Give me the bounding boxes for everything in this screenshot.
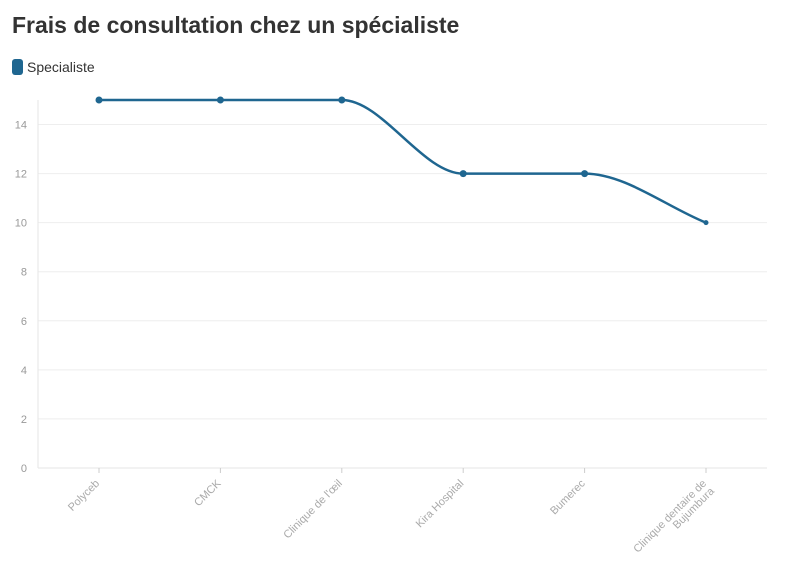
y-tick-label: 12 — [15, 169, 27, 181]
x-tick-label: Clinique dentaire deBujumbura — [631, 477, 717, 563]
y-tick-label: 4 — [21, 365, 27, 377]
y-tick-label: 2 — [21, 414, 27, 426]
data-point[interactable] — [95, 96, 103, 104]
data-point[interactable] — [459, 170, 467, 178]
x-tick-label: Clinique de l'œil — [281, 478, 345, 542]
data-point[interactable] — [216, 96, 224, 104]
y-tick-label: 0 — [21, 463, 27, 475]
legend[interactable]: Specialiste — [12, 59, 95, 75]
y-tick-label: 14 — [15, 120, 27, 132]
x-tick-label: Bumerec — [548, 477, 588, 517]
y-tick-label: 8 — [21, 267, 27, 279]
data-point[interactable] — [581, 170, 589, 178]
data-point[interactable] — [338, 96, 346, 104]
x-tick-label: CMCK — [192, 477, 224, 509]
legend-swatch — [12, 59, 23, 75]
series-line-specialiste — [99, 98, 707, 224]
x-tick-label: Polyceb — [66, 478, 102, 514]
x-tick-label: Kira Hospital — [414, 478, 467, 531]
legend-label: Specialiste — [27, 59, 95, 75]
data-point[interactable] — [703, 220, 709, 226]
y-tick-label: 6 — [21, 316, 27, 328]
y-tick-label: 10 — [15, 218, 27, 230]
chart-title: Frais de consultation chez un spécialist… — [12, 12, 460, 38]
